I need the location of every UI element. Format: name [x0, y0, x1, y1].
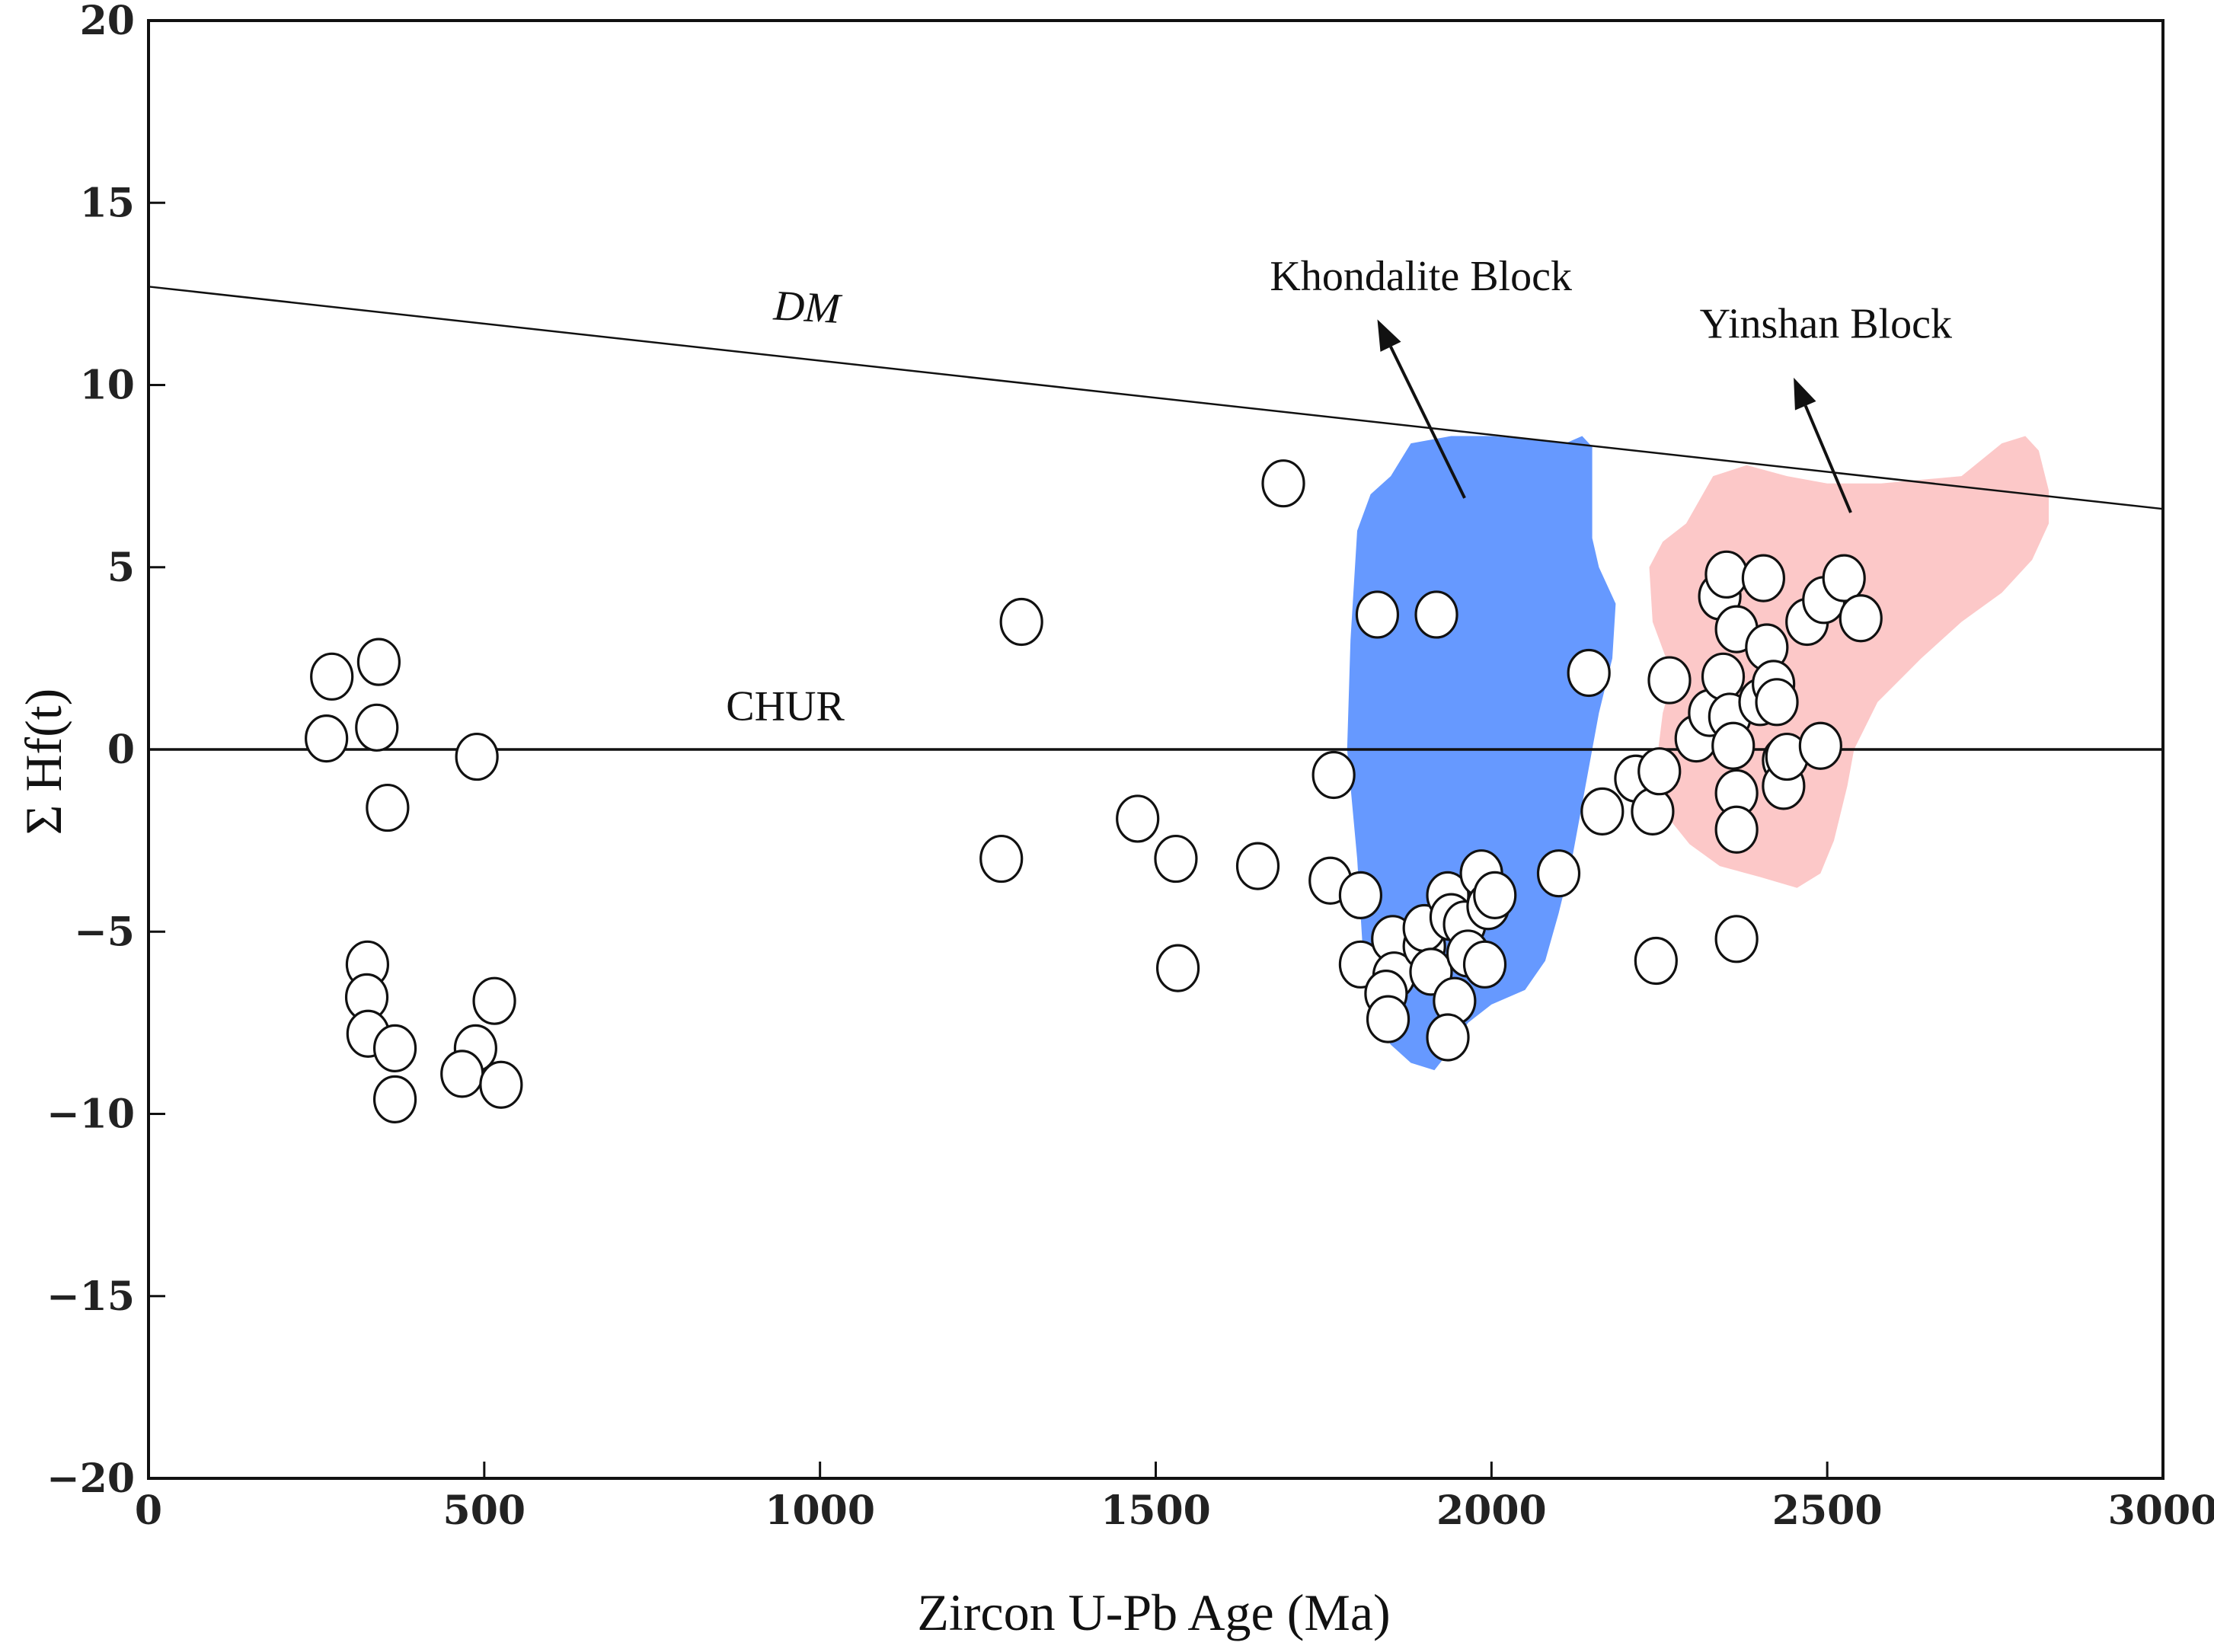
- data-point: [1755, 678, 1799, 727]
- data-point: [1355, 590, 1400, 639]
- y-tick-label: −20: [46, 1455, 135, 1502]
- data-points: [305, 459, 1883, 1123]
- data-point: [472, 976, 516, 1025]
- x-tick-label: 2000: [1436, 1487, 1547, 1534]
- data-point: [1714, 915, 1759, 963]
- y-axis-title: Σ Hf(t): [14, 689, 72, 836]
- data-point: [1116, 794, 1160, 843]
- x-tick-label: 1500: [1101, 1487, 1211, 1534]
- data-point: [1637, 747, 1682, 796]
- data-point: [440, 1050, 484, 1098]
- x-tick-label: 0: [135, 1487, 162, 1534]
- annotations: DM CHUR Khondalite Block Yinshan Block: [726, 253, 1952, 730]
- data-point: [356, 637, 401, 686]
- data-point: [1701, 652, 1746, 701]
- data-point: [366, 783, 410, 832]
- annotation-dm: DM: [772, 282, 844, 333]
- data-point: [1366, 995, 1411, 1043]
- y-tick-label: −15: [46, 1273, 135, 1320]
- data-point: [310, 652, 354, 701]
- x-tick-label: 2500: [1772, 1487, 1883, 1534]
- data-point: [1580, 787, 1625, 836]
- data-point: [1567, 648, 1611, 698]
- data-point: [1704, 550, 1749, 599]
- data-point: [355, 703, 399, 752]
- data-point: [1822, 554, 1866, 602]
- arrow-head: [1377, 319, 1401, 352]
- annotation-chur: CHUR: [726, 683, 845, 730]
- data-point: [1647, 656, 1692, 705]
- data-point: [1711, 721, 1756, 770]
- data-point: [1473, 871, 1517, 920]
- x-tick-label: 3000: [2108, 1487, 2214, 1534]
- data-point: [372, 1075, 417, 1123]
- y-tick-label: 10: [80, 363, 135, 409]
- y-tick-label: −10: [46, 1091, 135, 1138]
- data-point: [1426, 1013, 1470, 1062]
- arrow-shaft: [1803, 404, 1852, 513]
- data-point: [1155, 944, 1200, 992]
- data-point: [999, 597, 1043, 647]
- annotation-arrows: [1377, 319, 1852, 513]
- data-point: [1536, 849, 1581, 898]
- data-point: [1839, 594, 1883, 643]
- data-point: [1311, 750, 1356, 800]
- data-point: [1714, 805, 1759, 854]
- y-tick-label: 20: [80, 0, 135, 44]
- line-dm: [148, 286, 2164, 510]
- data-point: [1631, 787, 1675, 836]
- data-point: [1798, 721, 1842, 770]
- y-tick-label: 15: [80, 180, 135, 226]
- data-point: [1154, 834, 1198, 884]
- x-axis-title: Zircon U-Pb Age (Ma): [917, 1583, 1390, 1641]
- arrow-head: [1794, 377, 1816, 411]
- arrow-shaft: [1389, 346, 1466, 499]
- data-point: [1235, 842, 1280, 890]
- data-point: [372, 1024, 417, 1072]
- data-point: [1741, 554, 1786, 602]
- data-point: [979, 834, 1024, 884]
- data-point: [305, 714, 349, 763]
- y-tick-label: 5: [107, 545, 135, 591]
- annotation-yinshan-block: Yinshan Block: [1700, 300, 1952, 347]
- annotation-khondalite-block: Khondalite Block: [1270, 253, 1572, 300]
- x-tick-label: 500: [443, 1487, 526, 1534]
- y-tick-label: −5: [74, 909, 135, 955]
- x-tick-label: 1000: [765, 1487, 875, 1534]
- data-point: [1414, 590, 1458, 639]
- data-point: [1634, 936, 1678, 986]
- data-point: [1338, 871, 1383, 920]
- data-point: [479, 1060, 523, 1109]
- y-tick-label: 0: [107, 727, 135, 773]
- data-point: [1261, 459, 1305, 508]
- data-point: [455, 732, 499, 781]
- data-point: [1462, 940, 1507, 989]
